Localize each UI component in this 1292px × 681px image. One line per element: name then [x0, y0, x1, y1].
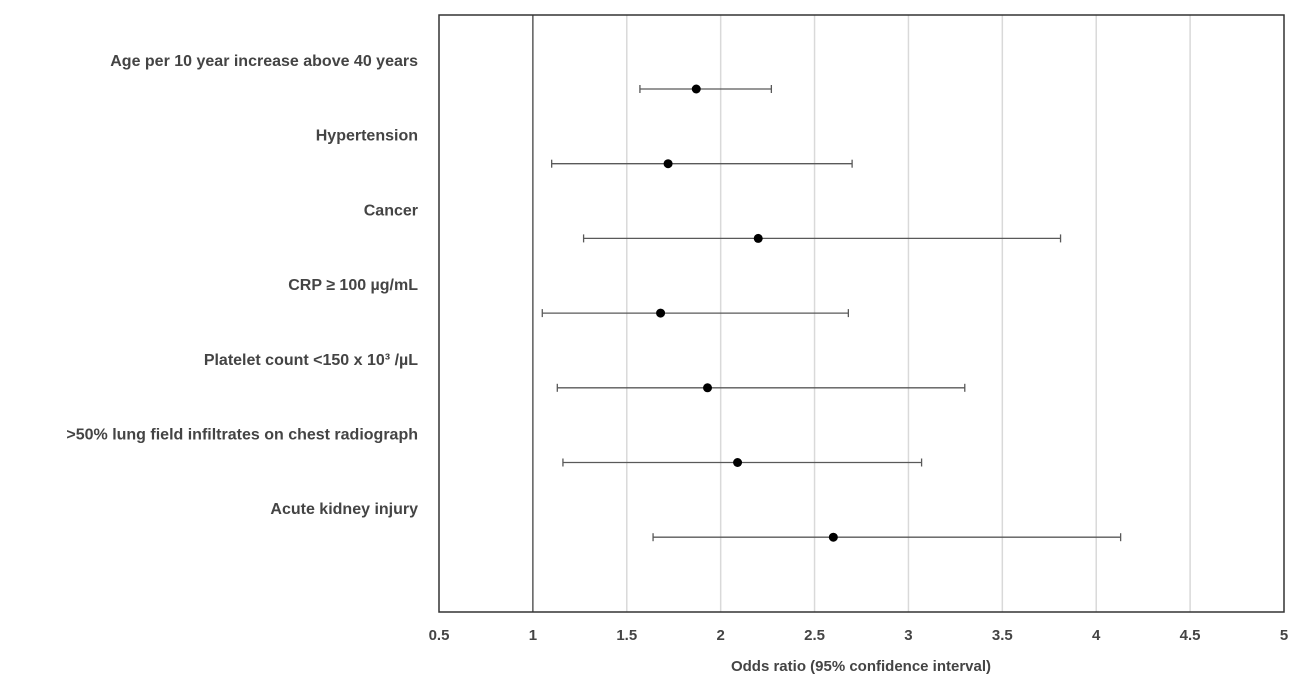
- plot-frame: [438, 14, 1285, 613]
- x-tick-label: 5: [1280, 627, 1288, 644]
- category-label: Acute kidney injury: [270, 501, 418, 518]
- odds-ratio-point: [691, 84, 701, 94]
- category-label: CRP ≥ 100 µg/mL: [288, 277, 418, 294]
- odds-ratio-point: [656, 308, 666, 318]
- odds-ratio-point: [828, 532, 838, 542]
- x-tick-label: 4: [1092, 627, 1101, 644]
- data-marks: [541, 84, 1122, 542]
- odds-ratio-point: [733, 458, 743, 467]
- category-label: Platelet count <150 x 10³ /µL: [204, 352, 418, 369]
- x-tick-label: 1.5: [616, 627, 637, 644]
- odds-ratio-point: [703, 383, 713, 393]
- category-label: Cancer: [364, 202, 418, 219]
- x-tick-label: 3.5: [992, 627, 1013, 644]
- x-tick-label: 2.5: [804, 627, 825, 644]
- odds-ratio-point: [663, 159, 673, 169]
- x-axis-title: Odds ratio (95% confidence interval): [731, 658, 991, 675]
- x-tick-labels: 0.5 1 1.5 2 2.5 3 3.5 4 4.5 5: [429, 627, 1289, 644]
- x-tick-label: 3: [904, 627, 912, 644]
- x-tick-label: 2: [716, 627, 724, 644]
- category-label: >50% lung field infiltrates on chest rad…: [66, 427, 418, 444]
- category-labels: Age per 10 year increase above 40 years H…: [66, 53, 418, 518]
- category-label: Hypertension: [316, 128, 418, 145]
- x-tick-label: 0.5: [429, 627, 450, 644]
- x-tick-label: 1: [529, 627, 537, 644]
- category-label: Age per 10 year increase above 40 years: [110, 53, 418, 70]
- odds-ratio-point: [753, 233, 763, 243]
- x-tick-label: 4.5: [1180, 627, 1201, 644]
